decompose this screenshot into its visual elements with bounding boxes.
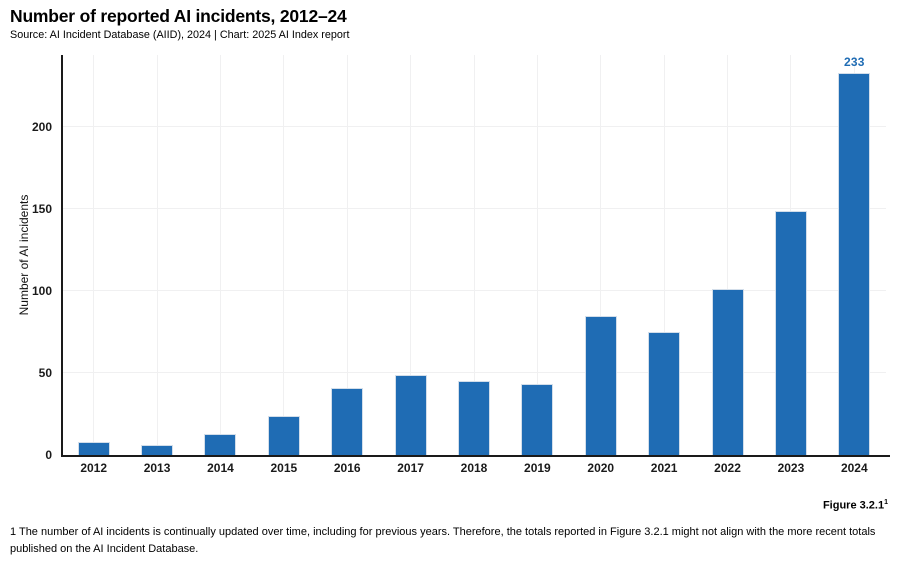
figure-label-text: Figure 3.2.1 [822,499,885,512]
gridline-vertical [283,55,285,455]
gridline-vertical [663,55,665,455]
bar-2024 [838,72,871,455]
chart-source-line: Source: AI Incident Database (AIID), 202… [10,29,350,41]
gridline-vertical [219,55,221,455]
x-tick-label: 2023 [777,461,805,475]
x-tick-label: 2021 [650,461,678,475]
gridline-vertical [156,55,158,455]
bar-2012 [77,441,110,455]
bar-2020 [584,315,617,455]
y-axis-line [61,55,63,455]
x-tick-label: 2019 [524,461,551,475]
x-tick-label: 2012 [80,461,108,475]
gridline-vertical [600,55,602,455]
gridline-vertical [346,55,348,455]
y-tick-label: 200 [31,120,52,134]
bar-2017 [394,374,427,455]
y-tick-label: 50 [38,366,52,380]
x-tick-label: 2022 [714,461,741,475]
bar-2016 [331,387,364,455]
x-tick-label: 2013 [143,461,171,475]
gridline-vertical [410,55,412,455]
bar-2015 [267,415,300,455]
x-tick-label: 2020 [587,461,615,475]
bar-2018 [458,381,490,455]
chart-title: Number of reported AI incidents, 2012–24 [10,6,347,26]
x-axis-line [61,454,890,457]
gridline-vertical [536,55,538,455]
figure-label: Figure 3.2.11 [823,499,888,512]
bar-value-label: 233 [843,54,865,69]
gridline-vertical [93,55,95,455]
x-tick-label: 2018 [460,461,488,475]
gridline-vertical [727,55,729,455]
bar-2019 [521,384,554,455]
y-axis-title: Number of AI incidents [17,194,31,316]
bar-2013 [141,445,174,455]
y-tick-label: 100 [31,284,52,298]
bar-2023 [774,210,807,455]
x-tick-label: 2017 [397,461,424,475]
plot-area: 233 [62,55,886,455]
bar-2022 [711,289,744,455]
bar-2014 [204,433,237,455]
figure-label-superscript: 1 [884,499,888,506]
footnote: 1 The number of AI incidents is continua… [10,526,876,555]
bar-2021 [648,332,681,455]
x-tick-label: 2016 [333,461,361,475]
y-tick-label: 0 [45,448,52,462]
x-tick-label: 2015 [270,461,298,475]
x-tick-label: 2014 [207,461,234,475]
y-tick-label: 150 [31,202,52,216]
x-tick-label: 2024 [840,461,868,475]
gridline-vertical [473,55,475,455]
